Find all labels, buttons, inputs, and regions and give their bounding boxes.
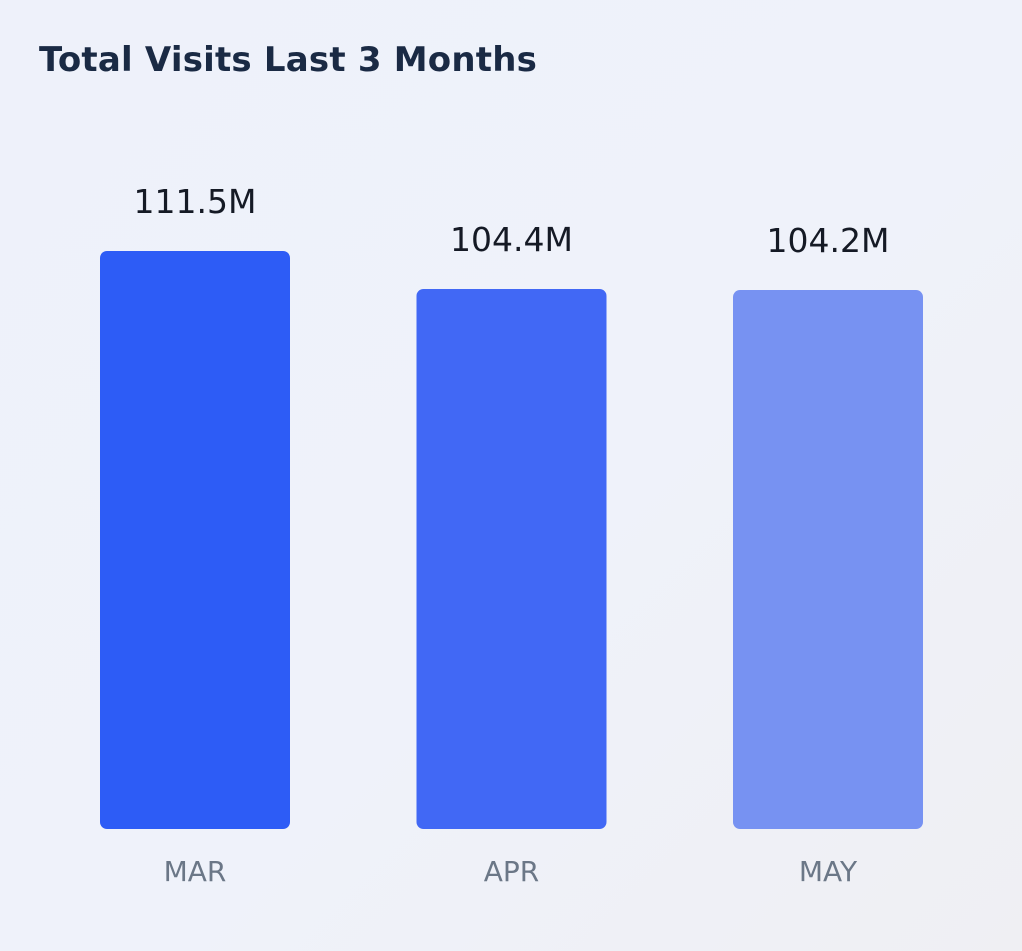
bars-layer — [100, 251, 923, 829]
bar-apr — [416, 288, 607, 829]
chart-title: Total Visits Last 3 Months — [39, 40, 538, 80]
labels-layer: 111.5M MAR 104.4M APR 104.2M MAY — [134, 182, 890, 888]
bar-mar — [100, 251, 290, 829]
category-label-apr: APR — [484, 855, 540, 888]
value-label-may: 104.2M — [767, 221, 890, 260]
value-label-mar: 111.5M — [134, 182, 257, 221]
bar-may — [733, 290, 923, 829]
category-label-may: MAY — [799, 855, 858, 888]
category-label-mar: MAR — [164, 855, 227, 888]
value-label-apr: 104.4M — [450, 220, 573, 259]
